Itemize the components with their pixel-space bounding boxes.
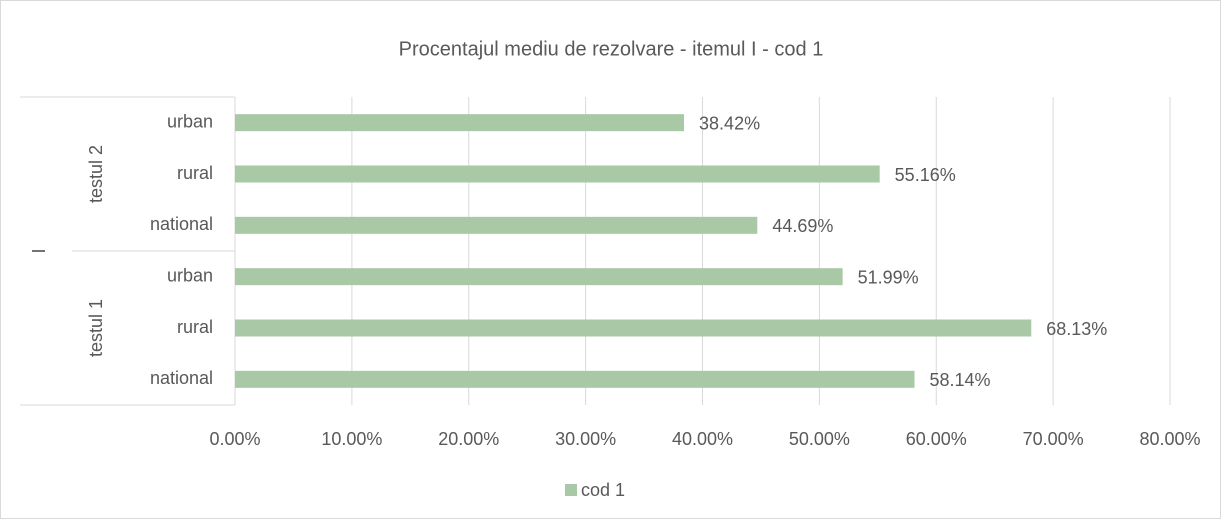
data-label: 55.16% — [895, 165, 956, 185]
y-tick-label: national — [150, 214, 213, 234]
legend-label: cod 1 — [581, 480, 625, 500]
outer-group-label: I — [29, 248, 49, 253]
x-tick-label: 50.00% — [789, 429, 850, 449]
y-tick-label: urban — [167, 111, 213, 131]
data-label: 51.99% — [858, 267, 919, 287]
x-tick-label: 40.00% — [672, 429, 733, 449]
bar — [235, 216, 758, 234]
bar — [235, 165, 880, 183]
x-tick-label: 70.00% — [1023, 429, 1084, 449]
bar — [235, 268, 843, 286]
data-label: 44.69% — [772, 216, 833, 236]
x-tick-label: 60.00% — [906, 429, 967, 449]
y-tick-label: national — [150, 368, 213, 388]
x-tick-label: 20.00% — [438, 429, 499, 449]
data-label: 58.14% — [930, 370, 991, 390]
x-tick-label: 10.00% — [321, 429, 382, 449]
x-tick-label: 0.00% — [209, 429, 260, 449]
bar — [235, 114, 685, 132]
bar — [235, 370, 915, 388]
x-tick-label: 80.00% — [1139, 429, 1200, 449]
group-label: testul 2 — [86, 145, 106, 203]
y-tick-label: urban — [167, 265, 213, 285]
legend-swatch — [565, 484, 577, 496]
x-tick-label: 30.00% — [555, 429, 616, 449]
y-tick-label: rural — [177, 163, 213, 183]
y-tick-label: rural — [177, 317, 213, 337]
data-label: 38.42% — [699, 113, 760, 133]
group-label: testul 1 — [86, 299, 106, 357]
data-label: 68.13% — [1046, 319, 1107, 339]
chart-title: Procentajul mediu de rezolvare - itemul … — [399, 38, 824, 60]
bar — [235, 319, 1032, 337]
